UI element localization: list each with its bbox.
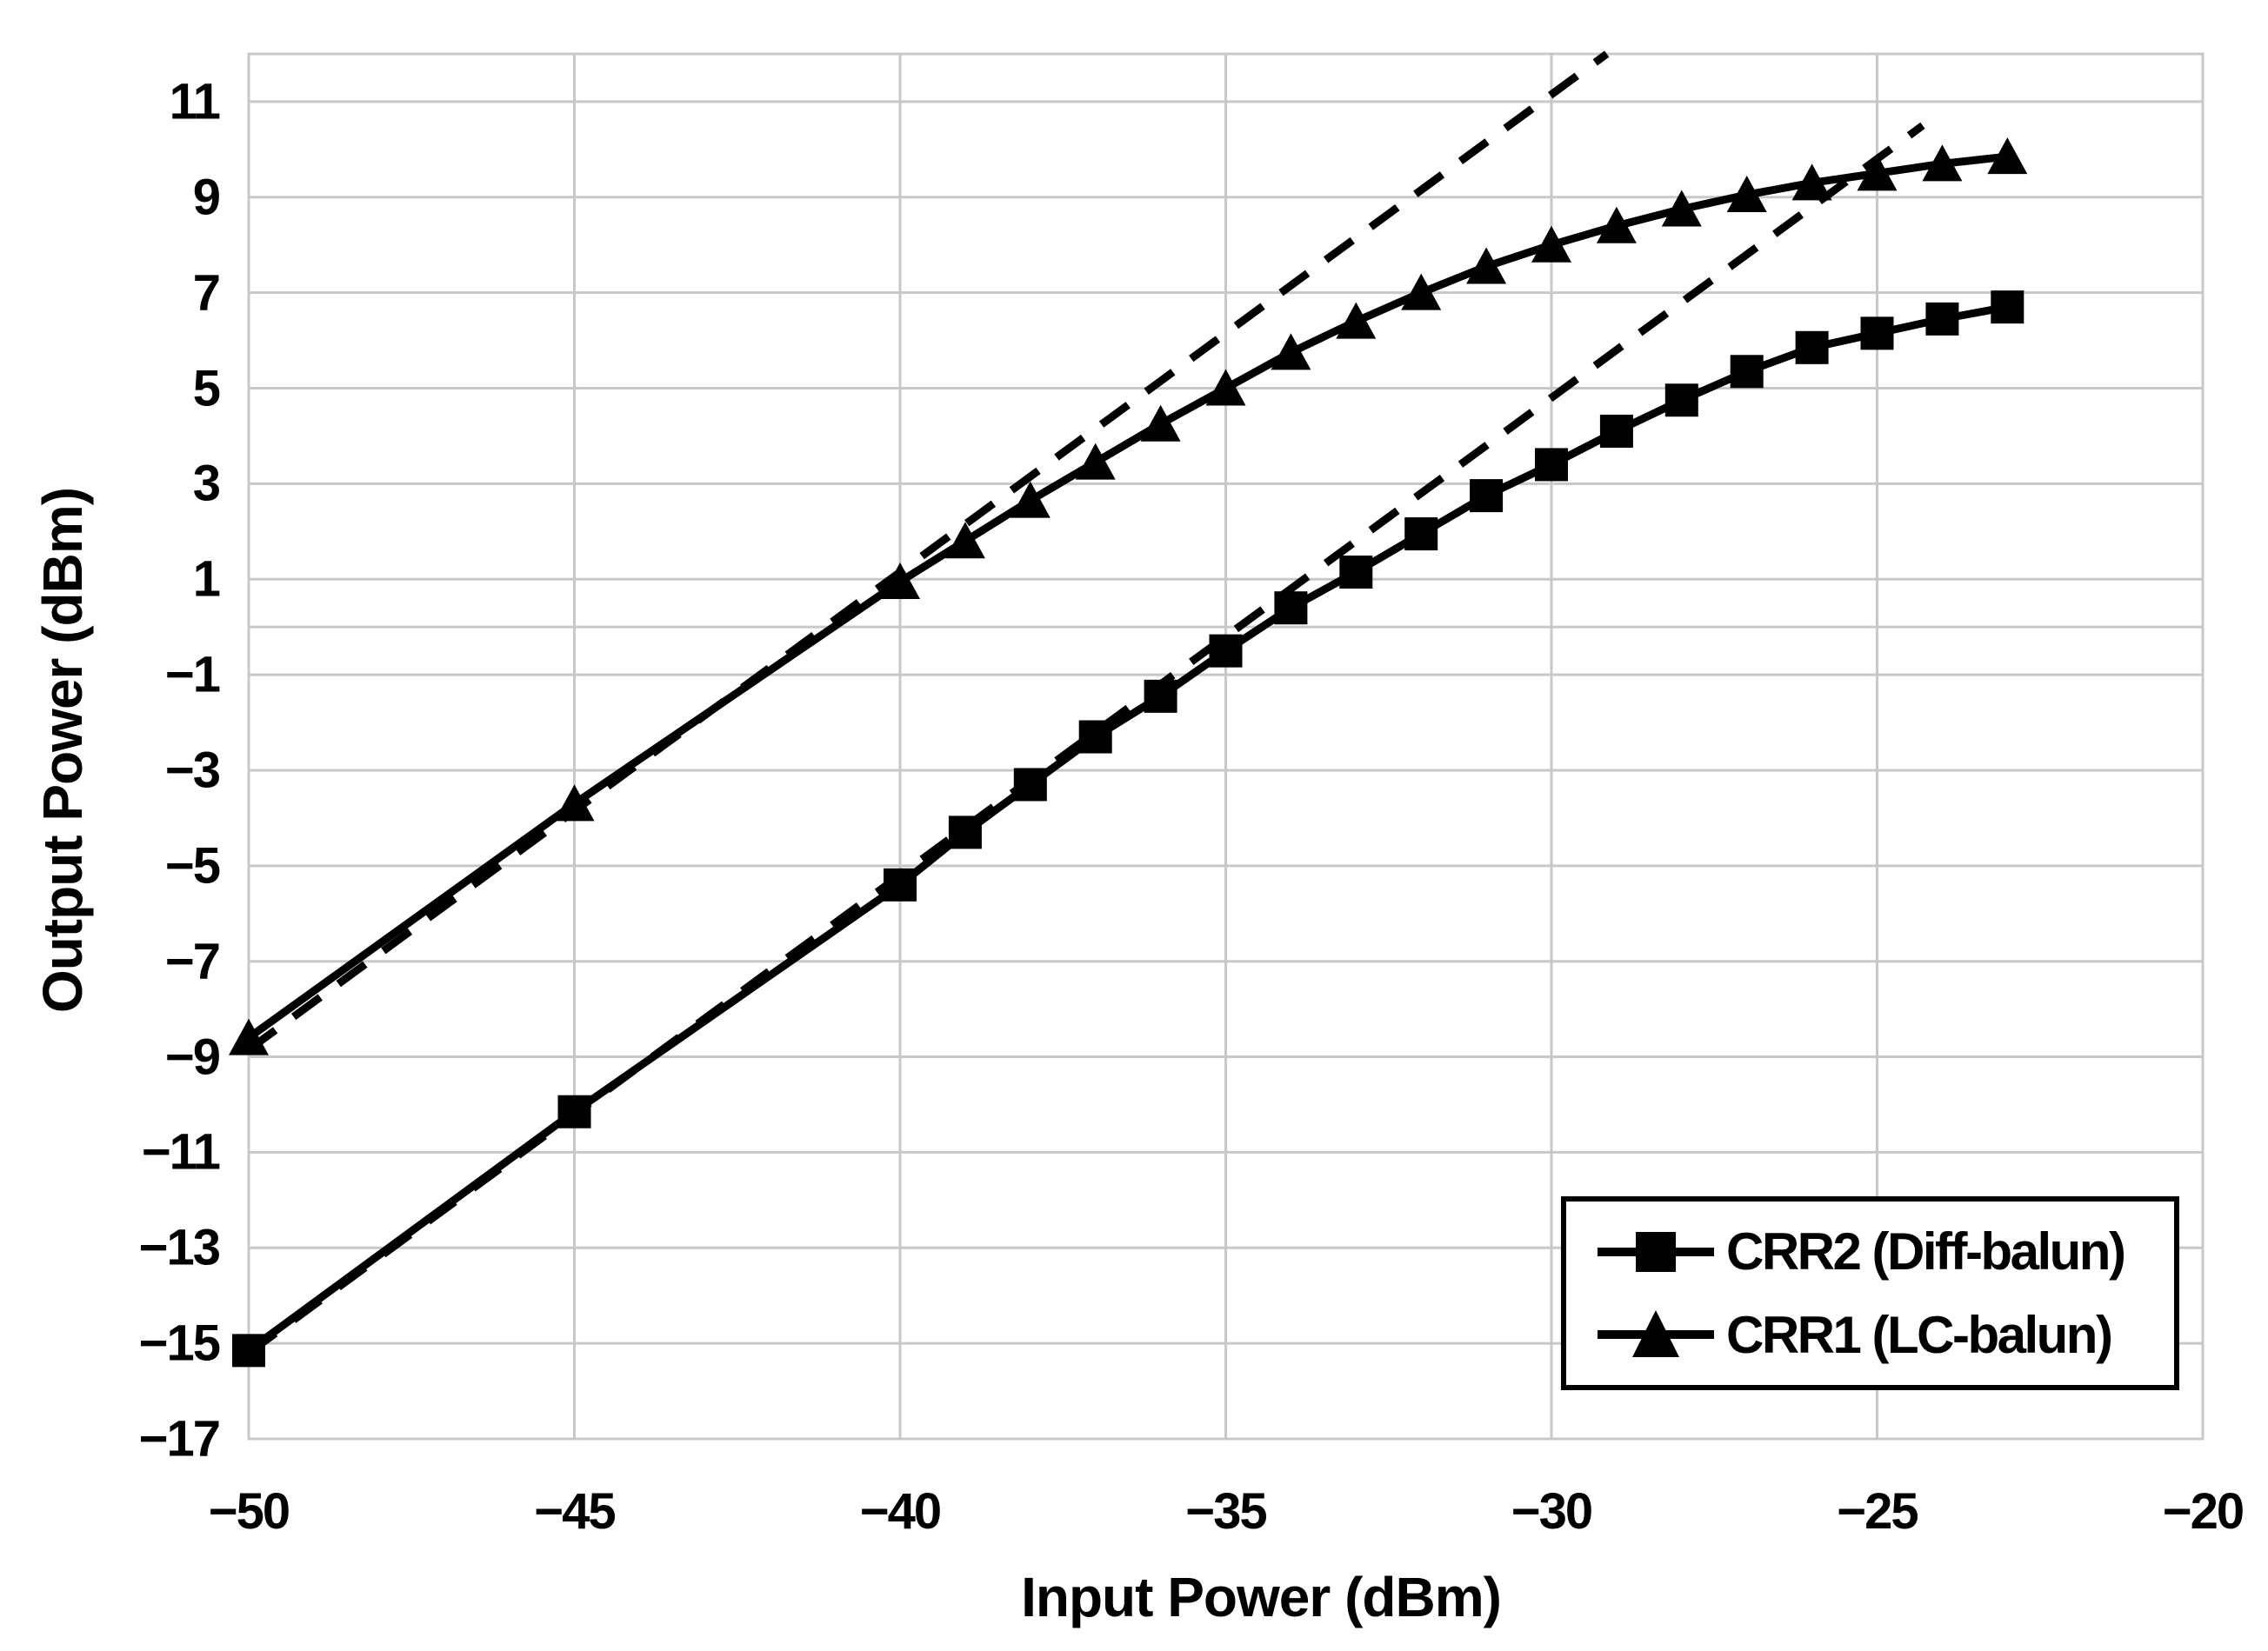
plot-frame	[247, 52, 2205, 1441]
triangle-marker	[1987, 137, 2028, 175]
x-tick-label: −40	[859, 1483, 942, 1540]
square-marker	[1860, 316, 1894, 350]
square-marker	[1664, 383, 1698, 417]
square-marker	[1730, 355, 1764, 389]
triangle-marker	[1661, 190, 1702, 227]
x-axis-title: Input Power (dBm)	[1021, 1566, 1502, 1628]
triangle-marker	[1271, 333, 1311, 370]
y-tick-label: 3	[192, 455, 221, 512]
triangle-marker	[1791, 163, 1832, 201]
x-tick-label: −50	[208, 1483, 290, 1540]
triangle-marker	[1922, 144, 1963, 182]
y-tick-label: −3	[164, 742, 221, 799]
y-tick-label: −1	[164, 646, 221, 703]
triangle-marker	[1857, 154, 1898, 191]
square-marker	[1991, 290, 2025, 324]
legend-symbol-triangle-line	[1598, 1310, 1714, 1358]
triangle-marker	[944, 522, 985, 559]
y-tick-label: −9	[164, 1029, 221, 1086]
reference-dashed-line	[246, 122, 1925, 1356]
y-tick-label: 11	[169, 73, 221, 130]
triangle-marker	[1140, 404, 1181, 442]
triangle-marker	[1075, 443, 1116, 480]
x-tick-label: −25	[1837, 1483, 1918, 1540]
square-marker	[1339, 556, 1373, 589]
legend-item-crr1: CRR1 (LC-balun)	[1591, 1300, 2174, 1369]
square-marker	[1209, 634, 1243, 668]
triangle-marker	[880, 562, 920, 599]
legend: CRR2 (Diff-balun) CRR1 (LC-balun)	[1561, 1196, 2179, 1390]
square-marker	[1535, 448, 1568, 482]
square-marker	[1925, 302, 1959, 336]
square-marker	[1599, 414, 1633, 448]
triangle-marker	[1205, 369, 1246, 406]
square-marker	[1404, 517, 1438, 551]
y-tick-label: 7	[192, 264, 221, 322]
series-line	[246, 152, 2008, 1042]
x-tick-label: −30	[1511, 1483, 1593, 1540]
legend-symbol-square-line	[1598, 1231, 1714, 1272]
y-tick-label: −11	[141, 1123, 221, 1181]
y-tick-label: −17	[138, 1410, 221, 1468]
reference-dashed-line	[246, 50, 1610, 1053]
triangle-marker	[1336, 302, 1377, 339]
triangle-marker	[1726, 176, 1767, 213]
y-tick-label: 5	[192, 360, 221, 417]
x-tick-label: −35	[1185, 1483, 1267, 1540]
square-marker	[1470, 479, 1504, 513]
y-tick-label: 9	[192, 169, 221, 226]
triangle-marker	[1466, 247, 1507, 284]
x-tick-label: −45	[534, 1483, 616, 1540]
y-tick-label: 1	[192, 550, 221, 608]
legend-label-crr2: CRR2 (Diff-balun)	[1726, 1222, 2126, 1282]
y-tick-label: −5	[164, 837, 221, 895]
y-tick-label: −7	[164, 933, 221, 990]
triangle-marker	[1010, 481, 1051, 518]
y-tick-label: −13	[138, 1219, 221, 1276]
series-line	[246, 303, 2009, 1355]
triangle-marker	[1596, 206, 1637, 243]
legend-label-crr1: CRR1 (LC-balun)	[1726, 1305, 2113, 1364]
x-tick-label: −20	[2162, 1483, 2245, 1540]
triangle-marker	[1531, 225, 1571, 263]
triangle-marker	[554, 784, 595, 822]
y-tick-label: −15	[138, 1315, 221, 1372]
square-marker	[1274, 591, 1308, 625]
legend-item-crr2: CRR2 (Diff-balun)	[1591, 1217, 2174, 1287]
square-marker	[1795, 330, 1829, 364]
triangle-marker	[1401, 273, 1442, 310]
